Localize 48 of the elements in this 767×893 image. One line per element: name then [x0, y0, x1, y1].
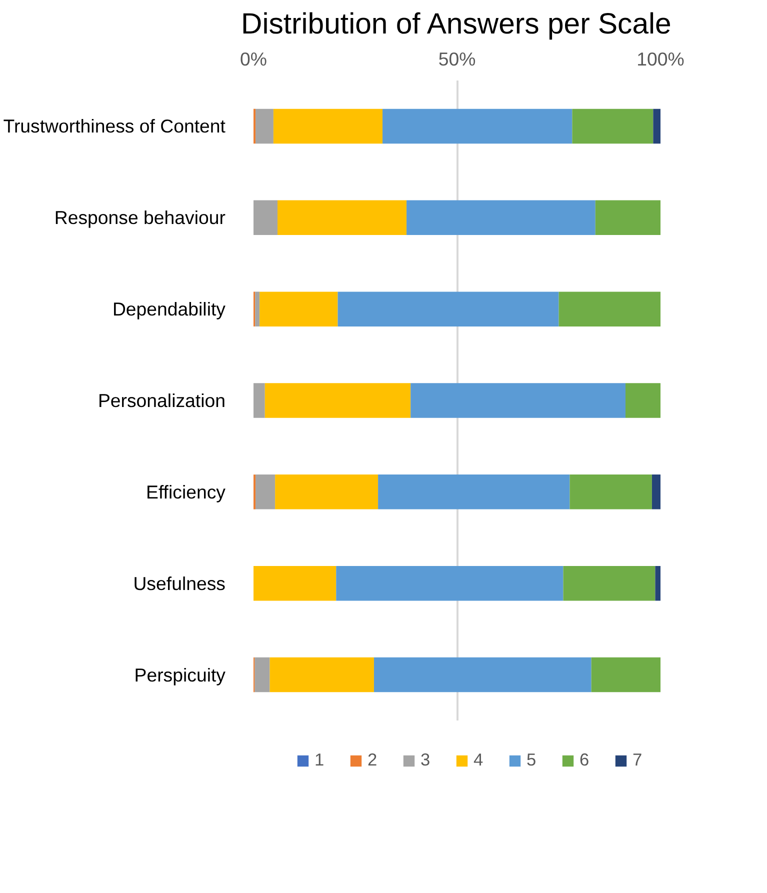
bar: [406, 200, 596, 236]
bar: [626, 383, 660, 418]
bar: [260, 292, 338, 326]
legend-label: 7: [632, 750, 644, 770]
bar: [382, 108, 572, 144]
y-tick-label: Trustworthiness of Content: [3, 116, 226, 137]
bar: [410, 383, 626, 418]
bar: [256, 108, 274, 144]
x-tick-label: 50%: [438, 48, 476, 70]
bar: [655, 566, 660, 601]
y-tick-label: Usefulness: [133, 572, 226, 594]
y-tick-label: Personalization: [98, 390, 226, 411]
bar: [336, 566, 564, 601]
bar: [275, 474, 378, 510]
legend-label: 5: [526, 750, 538, 770]
bar: [278, 200, 407, 236]
bar: [254, 657, 270, 692]
y-tick-label: Efficiency: [146, 481, 226, 502]
bar: [273, 108, 383, 144]
legend-label: 1: [314, 750, 326, 770]
bar: [595, 200, 660, 236]
bar: [374, 657, 592, 692]
bar: [591, 657, 660, 692]
bar: [558, 292, 660, 326]
bar: [378, 474, 570, 510]
bar: [338, 292, 559, 326]
y-tick-label: Dependability: [112, 298, 226, 320]
chart-title: Distribution of Answers per Scale: [241, 8, 672, 40]
bar: [572, 108, 654, 144]
bar: [563, 566, 656, 601]
bar: [270, 657, 374, 692]
bar: [652, 474, 660, 510]
x-tick-label: 0%: [240, 48, 267, 70]
bar: [255, 292, 260, 326]
y-tick-label: Response behaviour: [54, 207, 226, 228]
legend-label: 2: [368, 750, 378, 770]
bar: [653, 108, 660, 144]
bar: [254, 566, 336, 601]
bar: [256, 474, 276, 510]
bar: [254, 383, 265, 418]
legend-label: 3: [420, 750, 432, 770]
bar: [254, 200, 278, 236]
x-tick-label: 100%: [636, 48, 684, 70]
legend-label: 4: [474, 750, 484, 770]
bar: [264, 383, 411, 418]
legend-label: 6: [580, 750, 590, 770]
bar: [570, 474, 652, 510]
y-tick-label: Perspicuity: [134, 664, 226, 686]
